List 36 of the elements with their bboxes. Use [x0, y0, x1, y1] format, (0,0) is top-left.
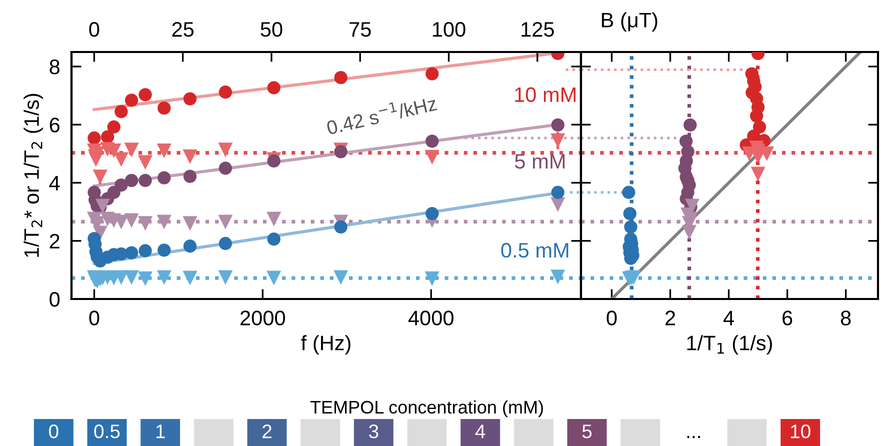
y-tick-label: 2	[50, 234, 60, 248]
x-tick-label: 4000	[408, 310, 454, 326]
annotation: 0.42 s$^{−1}$/kHz	[325, 92, 438, 135]
y-tick-label: 4	[49, 176, 60, 190]
x2-tick-label: 125	[522, 22, 554, 37]
category-label: 10	[791, 424, 810, 438]
category-label: 2	[262, 424, 272, 438]
x-tick-label: 2	[666, 310, 675, 326]
x-axis-title: f (Hz)	[301, 335, 350, 354]
category-label: 3	[369, 424, 378, 438]
text: TEMPOL concentration (mM)	[310, 400, 543, 418]
x-tick-label: 0	[606, 310, 617, 326]
x-tick-label: 8	[840, 310, 851, 326]
x-tick-label: 0	[89, 310, 100, 326]
category-label: 0.5	[94, 424, 120, 438]
y-tick-label: 6	[50, 118, 60, 132]
x-tick-label: 4	[723, 310, 734, 326]
y-tick-label: 0	[50, 292, 60, 307]
x-tick-label: 2000	[240, 310, 286, 326]
series-label: 5 mM	[515, 154, 565, 169]
x2-tick-label: 100	[432, 22, 466, 37]
x2-tick-label: 25	[172, 22, 194, 37]
text: 0.5 mM	[501, 242, 568, 258]
x2-tick-label: 50	[260, 22, 282, 37]
x-tick-label: 6	[782, 310, 792, 326]
x2-tick-label: 75	[350, 22, 371, 37]
y-axis-title: 1/T$_{2}$* or 1/T$_{2}$ (1/s)	[24, 94, 44, 257]
x2-axis-title: B (μT)	[602, 12, 658, 32]
category-label: 1	[156, 424, 165, 438]
category-label: 5	[582, 424, 592, 438]
series-label: 10 mM	[515, 87, 576, 102]
x2-tick-label: 0	[89, 22, 100, 37]
y-tick-label: 8	[50, 60, 60, 74]
category-label: ...	[687, 436, 700, 438]
category-label: 4	[475, 424, 486, 438]
x-axis-title: 1/T$_{1}$ (1/s)	[687, 335, 772, 354]
